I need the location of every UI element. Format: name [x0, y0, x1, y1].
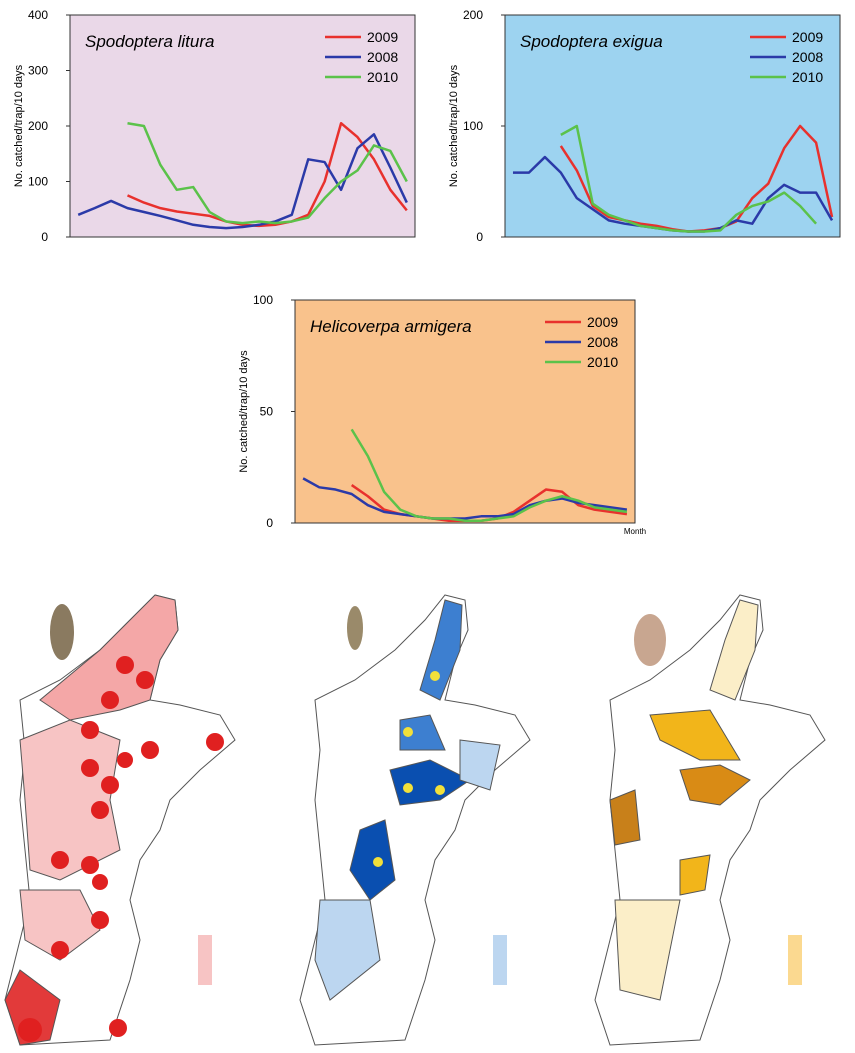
- y-tick-label: 200: [28, 119, 48, 133]
- legend-label: 2010: [367, 69, 398, 85]
- y-tick-label: 300: [28, 64, 48, 78]
- y-tick-label: 0: [41, 230, 48, 244]
- y-tick-label: 0: [476, 230, 483, 244]
- y-tick-label: 50: [260, 405, 274, 419]
- y-tick-label: 200: [463, 8, 483, 22]
- y-tick-label: 400: [28, 8, 48, 22]
- legend-label: 2010: [587, 354, 618, 370]
- chart-title: Helicoverpa armigera: [310, 317, 472, 336]
- legend-label: 2010: [792, 69, 823, 85]
- legend-label: 2009: [367, 29, 398, 45]
- y-tick-label: 0: [266, 516, 273, 530]
- chart-title: Spodoptera exigua: [520, 32, 663, 51]
- legend-label: 2009: [587, 314, 618, 330]
- legend-label: 2008: [367, 49, 398, 65]
- legend-label: 2008: [587, 334, 618, 350]
- y-axis-label: No. catched/trap/10 days: [13, 64, 25, 187]
- x-axis-label: Month: [624, 527, 646, 536]
- y-tick-label: 100: [28, 175, 48, 189]
- figure: 0 100 200 300 400 No. catched/trap/10 days Spo…: [0, 0, 855, 1048]
- y-tick-label: 100: [463, 119, 483, 133]
- y-axis-label: No. catched/trap/10 days: [448, 64, 460, 187]
- line-chart: 0 100 200 300 400 No. catched/trap/10 days Spo…: [13, 8, 415, 244]
- chart-title: Spodoptera litura: [85, 32, 214, 51]
- line-chart: 0 50 100 No. catched/trap/10 days Month Helic…: [238, 293, 646, 536]
- legend-label: 2009: [792, 29, 823, 45]
- line-chart: 0 100 200 No. catched/trap/10 days Spodopter…: [448, 8, 840, 244]
- y-tick-label: 100: [253, 293, 273, 307]
- legend-label: 2008: [792, 49, 823, 65]
- y-axis-label: No. catched/trap/10 days: [238, 350, 250, 473]
